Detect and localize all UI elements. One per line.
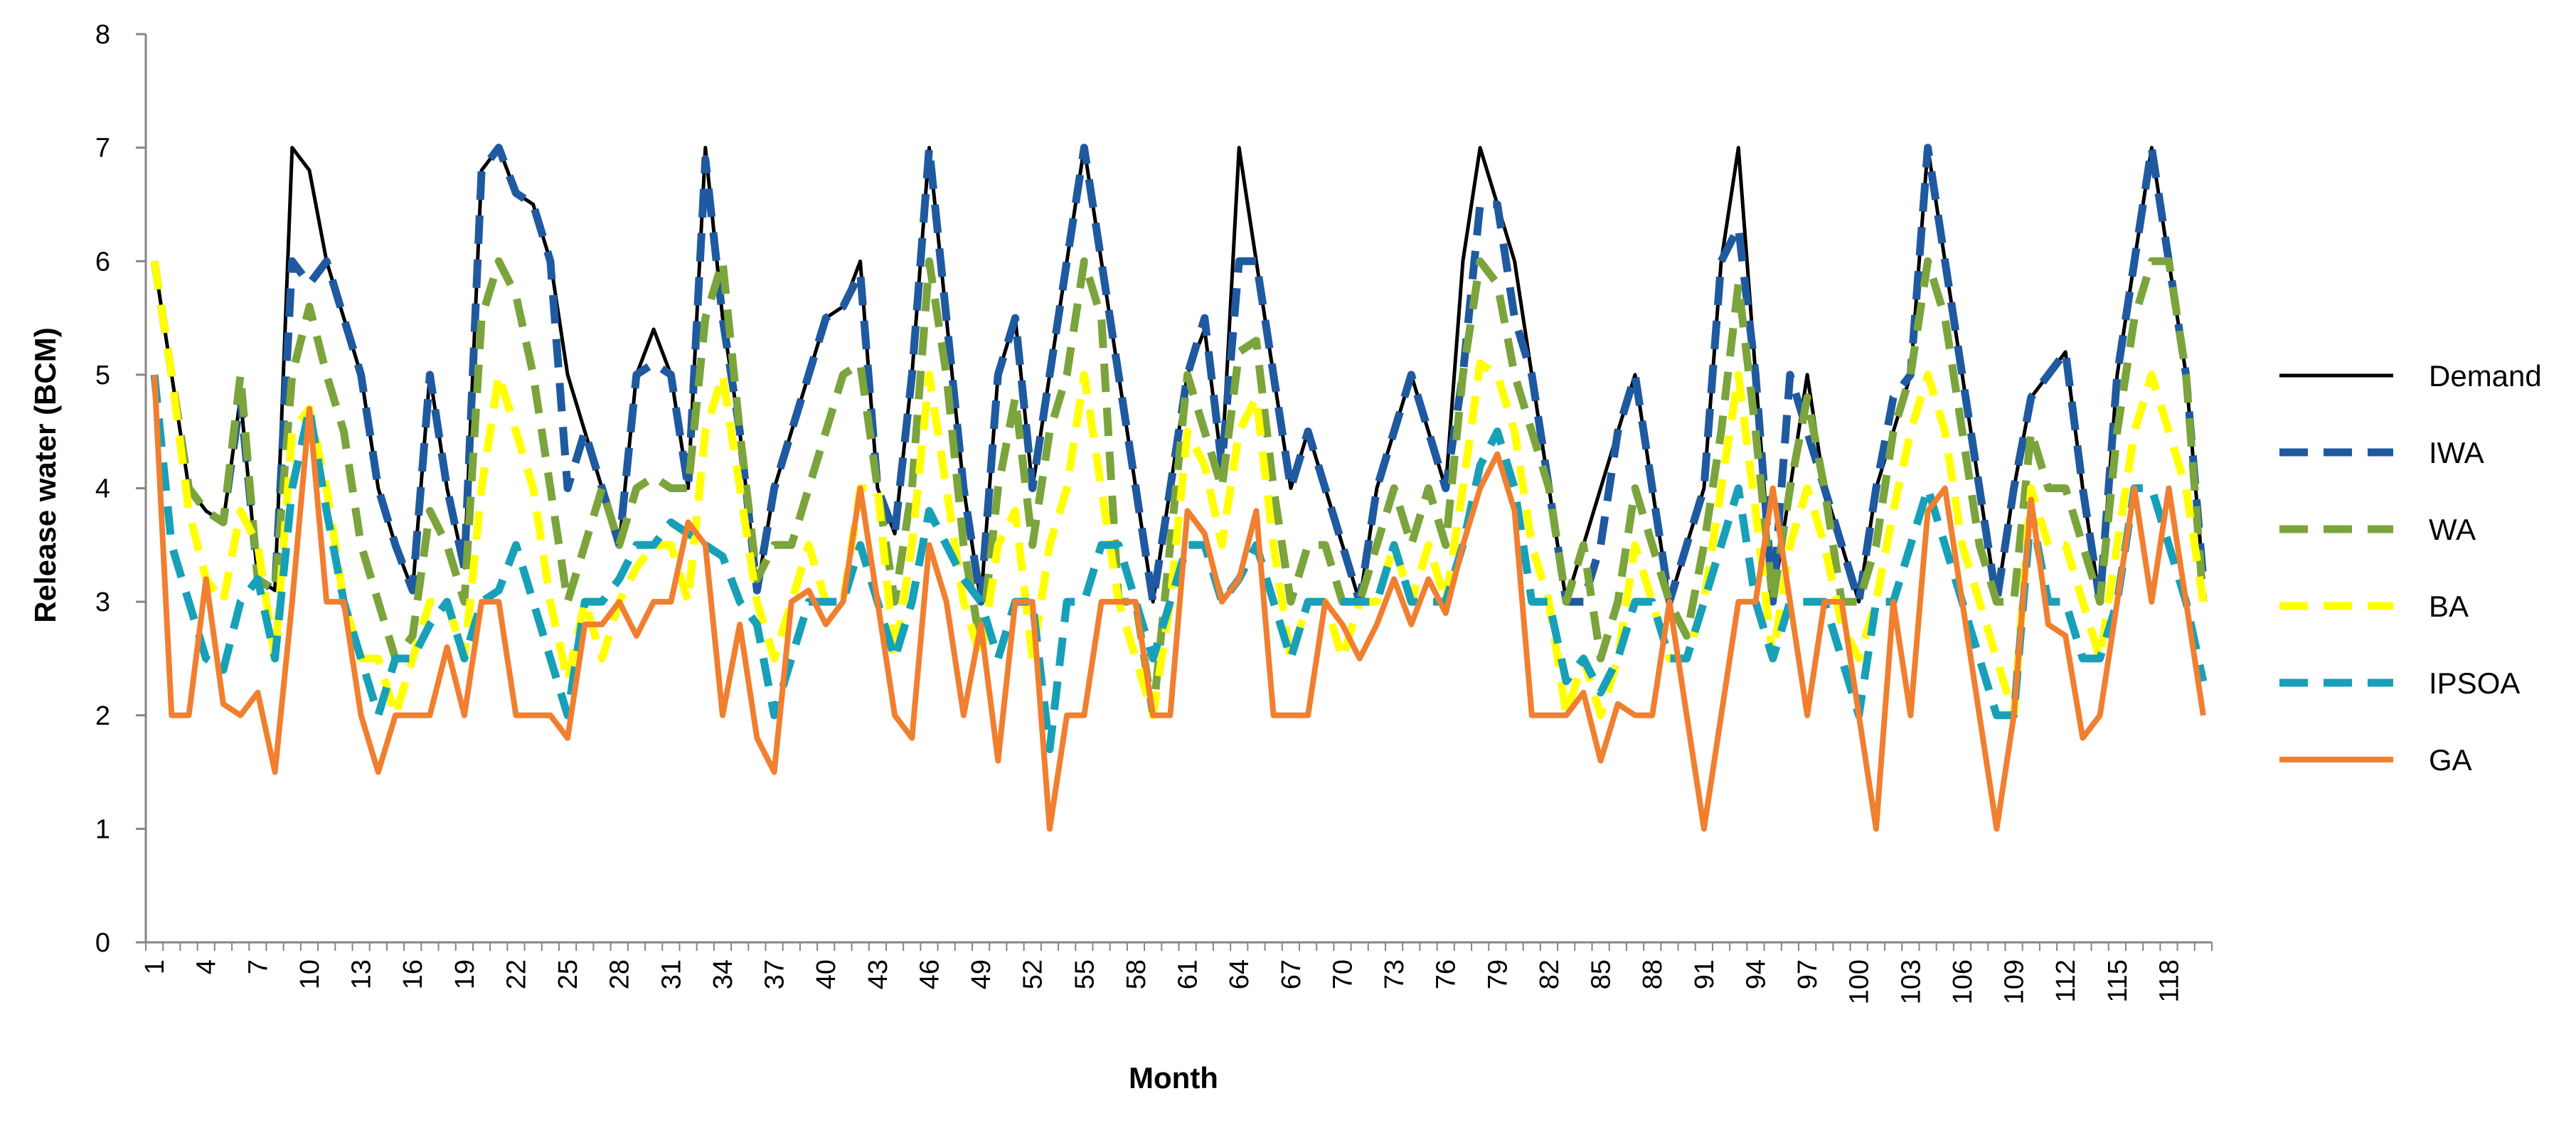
x-tick-label: 43: [863, 959, 893, 989]
y-tick-label: 6: [95, 247, 110, 277]
x-tick-label: 13: [347, 959, 377, 989]
x-tick-label: 4: [192, 959, 222, 974]
x-tick-label: 79: [1483, 959, 1513, 989]
x-tick-label: 40: [811, 959, 841, 989]
x-axis: 1 4 7 10 13 16 19 22 25 28 31 34 37 40 43 46 49 52 55 58 61 6…: [140, 941, 2213, 1004]
series-line-ga: [151, 374, 2206, 832]
y-tick-label: 1: [95, 814, 110, 844]
x-tick-label: 22: [501, 959, 531, 989]
x-tick-label: 58: [1122, 959, 1151, 989]
legend-label-ipsoa: IPSOA: [2429, 666, 2520, 700]
x-tick-label: 70: [1328, 959, 1358, 989]
x-tick-label: 52: [1018, 959, 1048, 989]
y-tick-label: 0: [95, 928, 110, 958]
x-tick-label: 67: [1277, 959, 1306, 989]
legend-label-wa: WA: [2429, 513, 2476, 546]
x-tick-label: 103: [1896, 959, 1926, 1004]
legend-label-iwa: IWA: [2429, 436, 2484, 469]
x-tick-label: 73: [1380, 959, 1410, 989]
x-axis-title: Month: [1129, 1061, 1218, 1095]
x-tick-label: 94: [1741, 959, 1771, 989]
x-tick-label: 100: [1845, 959, 1875, 1004]
x-tick-label: 91: [1690, 959, 1720, 989]
x-tick-label: 106: [1948, 959, 1978, 1004]
x-tick-label: 97: [1793, 959, 1823, 989]
x-tick-label: 64: [1225, 959, 1255, 989]
x-tick-label: 31: [656, 959, 686, 989]
x-tick-label: 109: [2000, 959, 2030, 1004]
x-tick-label: 118: [2154, 959, 2184, 1003]
x-tick-label: 112: [2051, 959, 2081, 1003]
series-line-wa: [150, 257, 2208, 720]
series-layer: [150, 144, 2208, 832]
x-tick-label: 82: [1535, 959, 1565, 989]
x-tick-label: 49: [967, 959, 996, 989]
y-axis-title: Release water (BCM): [28, 327, 62, 622]
x-tick-label: 88: [1638, 959, 1668, 989]
y-tick-label: 5: [95, 361, 110, 390]
x-tick-label: 34: [708, 959, 738, 989]
x-tick-label: 61: [1173, 959, 1203, 989]
x-tick-label: 7: [243, 959, 273, 974]
x-tick-label: 10: [295, 959, 325, 989]
y-tick-label: 4: [95, 474, 110, 504]
legend-label-demand: Demand: [2429, 359, 2542, 393]
x-tick-label: 115: [2103, 959, 2133, 1003]
legend: Demand IWA WA BA IPSOA GA: [2279, 359, 2542, 777]
y-tick-label: 8: [95, 20, 110, 50]
series-line-ipsoa: [150, 374, 2208, 754]
x-tick-label: 46: [915, 959, 944, 989]
x-tick-label: 55: [1070, 959, 1100, 989]
x-tick-label: 19: [450, 959, 480, 989]
x-tick-label: 25: [553, 959, 583, 989]
legend-label-ba: BA: [2429, 590, 2469, 623]
legend-label-ga: GA: [2429, 743, 2472, 777]
y-tick-label: 2: [95, 701, 110, 731]
x-tick-label: 76: [1432, 959, 1462, 989]
y-tick-label: 3: [95, 587, 110, 617]
x-tick-label: 16: [398, 959, 428, 989]
x-tick-label: 85: [1587, 959, 1617, 989]
x-tick-label: 28: [605, 959, 635, 989]
y-axis: 0 1 2 3 4 5 6 7 8: [95, 20, 147, 958]
x-tick-label: 37: [760, 959, 790, 989]
x-tick-label: 1: [140, 959, 170, 974]
y-tick-label: 7: [95, 134, 110, 164]
series-line-ba: [150, 260, 2208, 720]
